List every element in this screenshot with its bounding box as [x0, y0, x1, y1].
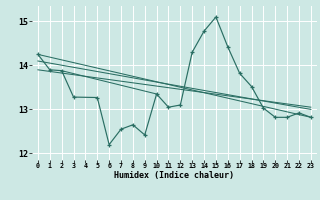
X-axis label: Humidex (Indice chaleur): Humidex (Indice chaleur)	[115, 171, 234, 180]
